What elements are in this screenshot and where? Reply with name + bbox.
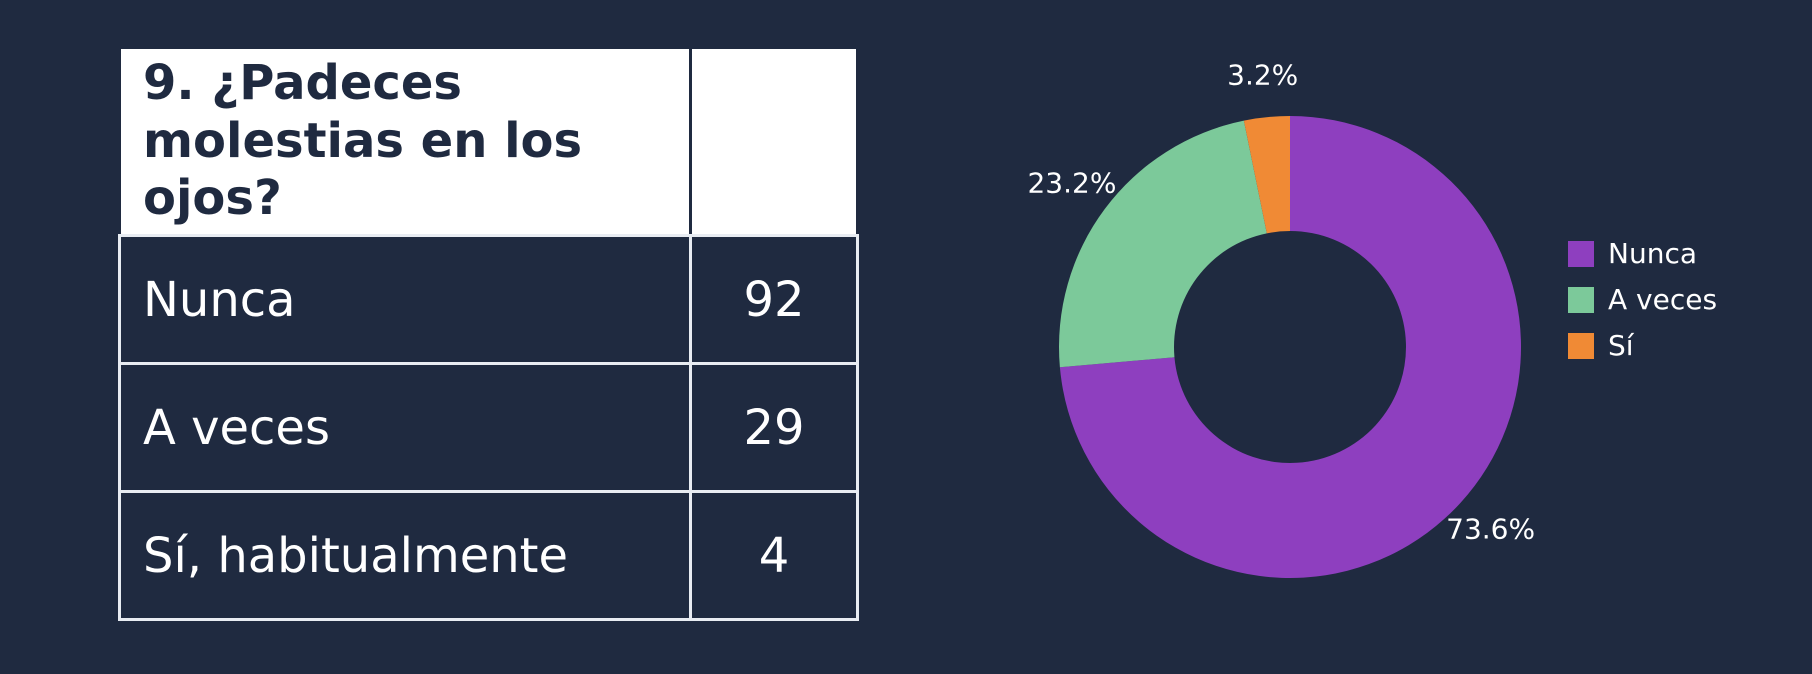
donut-slice	[1243, 116, 1290, 234]
answer-label: A veces	[118, 362, 692, 493]
slice-label: 3.2%	[1227, 58, 1298, 91]
table-row: Sí, habitualmente 4	[118, 490, 859, 621]
table-row: Nunca 92	[118, 234, 859, 365]
answer-label: Sí, habitualmente	[118, 490, 692, 621]
table-row: A veces 29	[118, 362, 859, 493]
answer-count: 92	[689, 234, 859, 365]
legend-label: Sí	[1608, 329, 1635, 362]
legend-swatch	[1568, 333, 1594, 359]
answer-count: 29	[689, 362, 859, 493]
donut-slice	[1059, 120, 1267, 368]
legend-label: Nunca	[1608, 237, 1697, 270]
legend-label: A veces	[1608, 283, 1717, 316]
answer-label: Nunca	[118, 234, 692, 365]
donut-slice	[1059, 116, 1521, 578]
header-empty-cell	[689, 46, 859, 237]
slice-label: 73.6%	[1446, 513, 1535, 546]
answer-count: 4	[689, 490, 859, 621]
legend-swatch	[1568, 241, 1594, 267]
slice-label: 23.2%	[1027, 166, 1116, 199]
question-title: 9. ¿Padeces molestias en los ojos?	[118, 46, 692, 237]
legend-swatch	[1568, 287, 1594, 313]
table-header: 9. ¿Padeces molestias en los ojos?	[118, 46, 859, 237]
survey-table: 9. ¿Padeces molestias en los ojos? Nunca…	[118, 46, 859, 621]
